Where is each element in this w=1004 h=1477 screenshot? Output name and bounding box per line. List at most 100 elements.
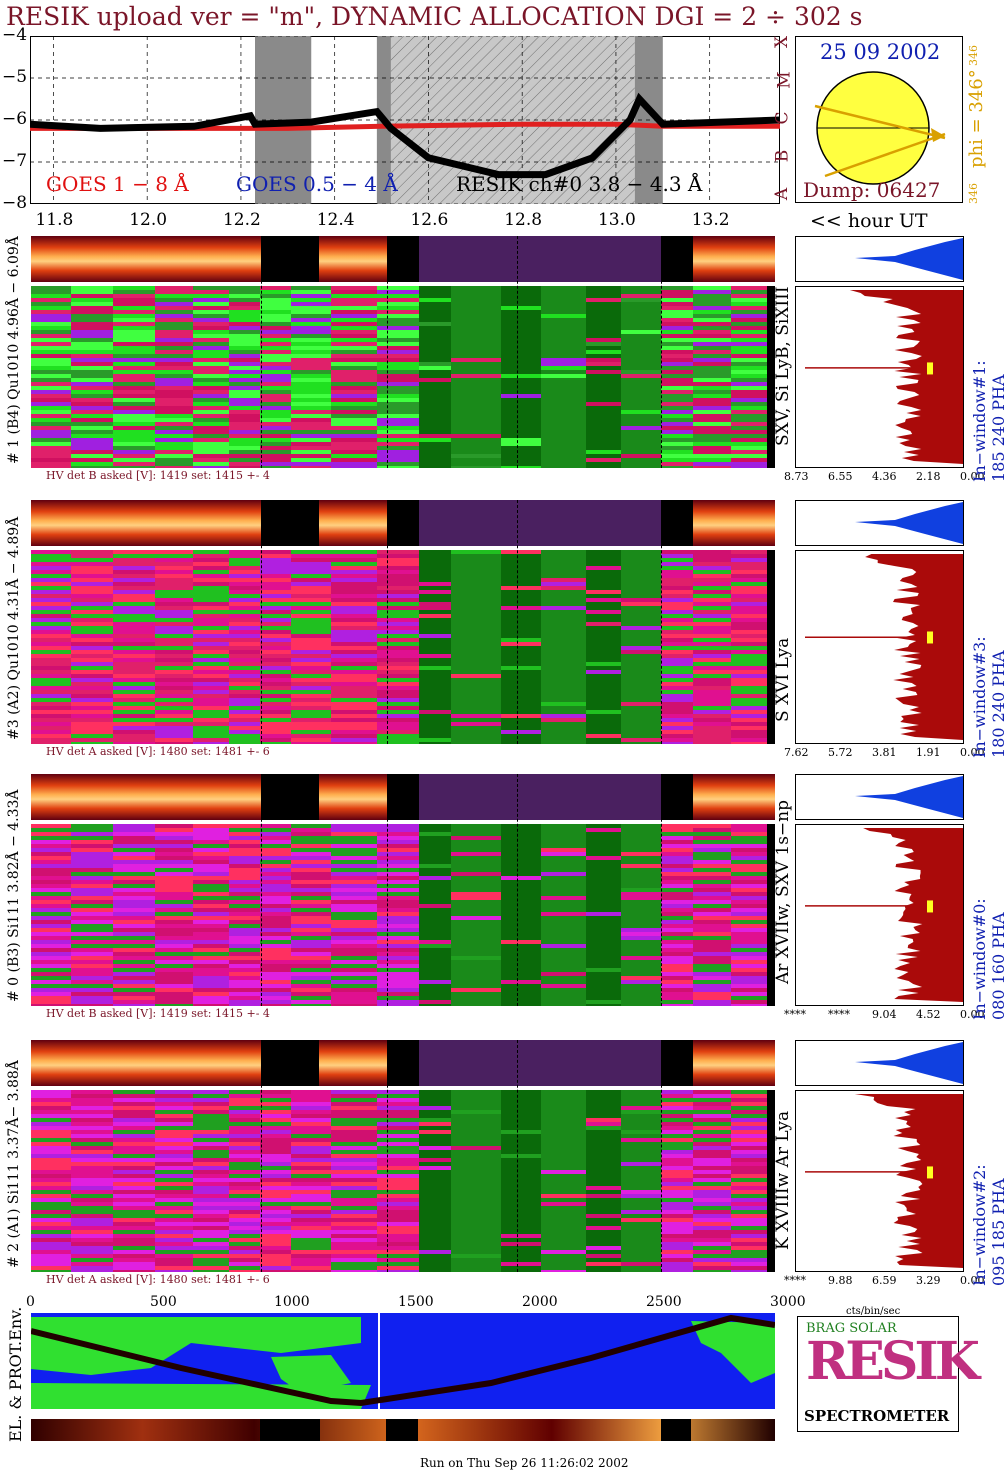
strip-gap (661, 1040, 693, 1086)
dashed-guide (517, 236, 518, 468)
pha-tick-label: 9.88 (828, 1274, 853, 1287)
x-tick-label: 12.4 (316, 210, 355, 230)
bottom-tick-label: 2000 (522, 1294, 558, 1310)
x-tick-label: 13.2 (691, 210, 730, 230)
detector-0-pha-red (795, 286, 964, 468)
logo-subtitle: BRAG SOLAR (806, 1321, 897, 1336)
pha-tick-label: 3.29 (916, 1274, 941, 1287)
strip-gap (387, 1040, 419, 1086)
bottom-tick-label: 3000 (770, 1294, 806, 1310)
dashed-guide (261, 500, 262, 744)
class-letter: B (772, 149, 793, 163)
dashed-guide (261, 1040, 262, 1272)
detector-1-spectrogram (31, 550, 775, 744)
particle-gap-1 (260, 1419, 320, 1441)
pha-tick-label: 3.81 (872, 746, 897, 759)
detector-3-lines: K XVIIIw Ar Lya (773, 1110, 793, 1250)
pha-window-marker (927, 362, 933, 375)
detector-2-pha-blue (795, 774, 964, 820)
detector-2-label: # 0 (B3) Si111 3.82Å − 4.33Å (6, 789, 22, 1002)
pha-tick-label: 0.00 (960, 470, 985, 483)
strip-gap (387, 236, 419, 282)
pha-tick-label: 4.52 (916, 1008, 941, 1021)
pha-tick-label: 7.62 (784, 746, 809, 759)
class-letter: A (772, 187, 793, 201)
detector-1-hv: HV det A asked [V]: 1480 set: 1481 +- 6 (46, 745, 270, 758)
spectrogram-edge (767, 1090, 775, 1272)
strip-gap (261, 500, 319, 546)
strip-gap (661, 500, 693, 546)
pha-tick-label: 8.73 (784, 470, 809, 483)
y-tick-label: −6 (2, 109, 28, 129)
x-tick-label: 12.0 (129, 210, 168, 230)
goes-light-curve (30, 36, 780, 204)
detector-1-pha-blue (795, 500, 964, 546)
pha-tick-label: **** (828, 1008, 850, 1021)
environment-map (31, 1313, 775, 1409)
pha-tick-label: 2.18 (916, 470, 941, 483)
pha-red-area (865, 554, 963, 740)
detector-1-label: #3 (A2) Qu1010 4.31Å − 4.89Å (6, 516, 22, 740)
dashed-guide (261, 774, 262, 1006)
roll-vector-b (824, 132, 946, 178)
roll-vector-a (814, 104, 946, 140)
x-tick-label: 12.6 (410, 210, 449, 230)
strip-gap (261, 236, 319, 282)
logo-caption: SPECTROMETER (804, 1407, 950, 1425)
strip-gap (261, 1040, 319, 1086)
detector-3-pha-blue (795, 1040, 964, 1086)
pha-red-area (854, 1094, 963, 1268)
detector-1-window: In−window#3: 180 240 PHA (970, 636, 1004, 758)
detector-3-strip (31, 1040, 775, 1086)
spectrogram-edge (767, 550, 775, 744)
footer-run-info: Run on Thu Sep 26 11:26:02 2002 (420, 1456, 629, 1470)
dashed-guide (517, 500, 518, 744)
detector-2-pha-red (795, 824, 964, 1006)
class-letter: M (774, 71, 795, 89)
detector-0-strip (31, 236, 775, 282)
roll-arrowhead (931, 128, 945, 142)
pha-tick-label: 9.04 (872, 1008, 897, 1021)
legend-goes-long: GOES 1 − 8 Å (46, 172, 189, 196)
dashed-guide (261, 236, 262, 468)
sun-date: 25 09 2002 (820, 40, 941, 64)
y-tick-label: −5 (2, 67, 28, 87)
pha-blue-area (855, 776, 963, 818)
detector-3-spectrogram (31, 1090, 775, 1272)
pha-tick-label: 0.00 (960, 1274, 985, 1287)
spectrogram-edge (767, 824, 775, 1006)
dashed-guide (661, 500, 662, 744)
particle-gap-3 (661, 1419, 691, 1441)
pha-window-marker (927, 631, 933, 644)
detector-3-hv: HV det A asked [V]: 1480 set: 1481 +- 6 (46, 1273, 270, 1286)
class-letter: X (772, 35, 793, 49)
detector-2-spectrogram (31, 824, 775, 1006)
pha-tick-label: **** (784, 1274, 806, 1287)
detector-1-pha-red (795, 550, 964, 744)
pha-tick-label: 1.91 (916, 746, 941, 759)
bottom-tick-label: 1500 (398, 1294, 434, 1310)
detector-2-window: In−window#0: 080 160 PHA (970, 898, 1004, 1020)
y-tick-label: −8 (2, 193, 28, 213)
spectrogram-edge (767, 286, 775, 468)
phi-angle: phi = 346° (966, 69, 987, 168)
bottom-tick-label: 0 (26, 1294, 35, 1310)
detector-0-lines: SXV, Si LyB, SiXIII (773, 286, 793, 446)
pha-tick-label: 6.59 (872, 1274, 897, 1287)
detector-1-strip (31, 500, 775, 546)
phi-bottom: 346 (967, 183, 980, 204)
sun-panel (795, 36, 963, 203)
dashed-guide (387, 500, 388, 744)
pha-tick-label: 5.72 (828, 746, 853, 759)
dashed-guide (661, 236, 662, 468)
detector-0-window: In−window#1: 185 240 PHA (970, 360, 1004, 482)
pha-blue-area (855, 502, 963, 544)
pha-blue-area (855, 238, 963, 280)
dashed-guide (387, 774, 388, 1006)
x-tick-label: 13.0 (597, 210, 636, 230)
page-title: RESIK upload ver = "m", DYNAMIC ALLOCATI… (6, 2, 863, 31)
map-land-east (691, 1321, 775, 1383)
dashed-guide (387, 236, 388, 468)
dashed-guide (517, 774, 518, 1006)
bottom-axis-unit: cts/bin/sec (846, 1306, 901, 1317)
